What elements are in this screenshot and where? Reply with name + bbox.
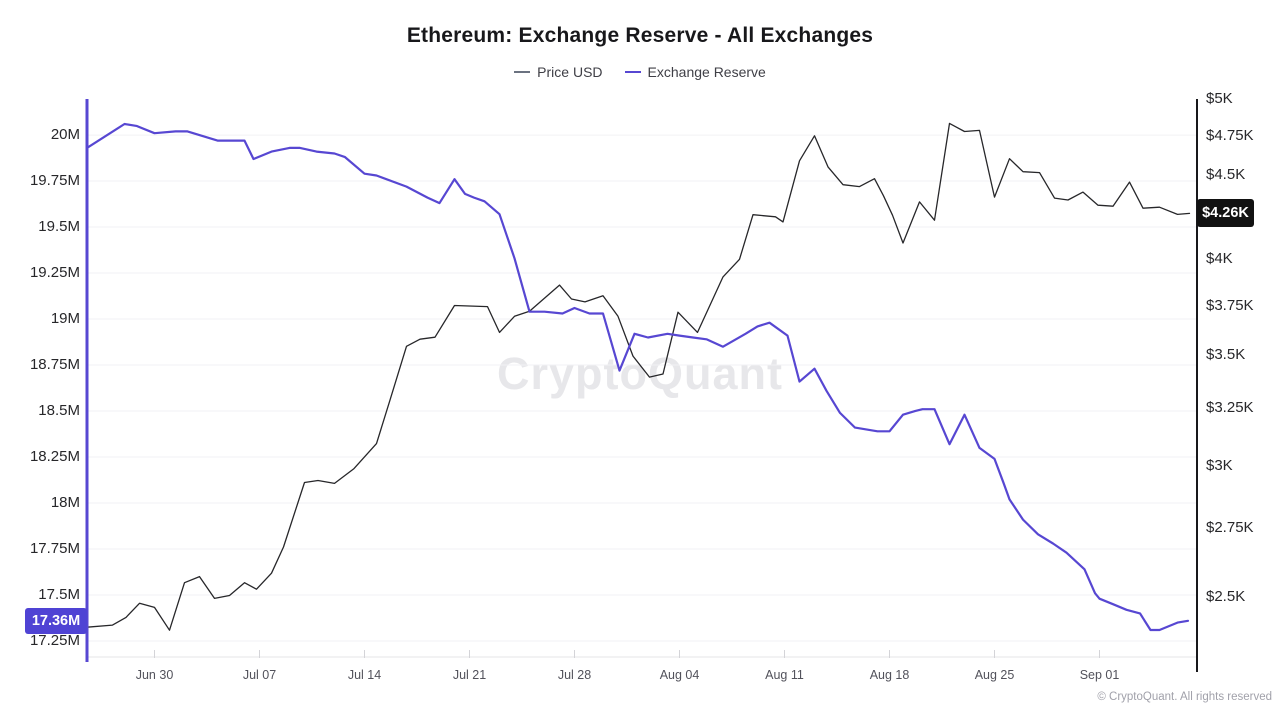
copyright-notice: © CryptoQuant. All rights reserved (1097, 691, 1272, 703)
x-axis-tick-label: Jul 28 (557, 668, 592, 682)
chart-legend: Price USD Exchange Reserve (0, 64, 1280, 80)
left-axis-tick-label: 17.5M (38, 586, 80, 604)
exchange-reserve-line[interactable] (85, 122, 1190, 632)
right-axis-tick-label: $4.75K (1206, 126, 1254, 144)
left-axis-tick-label: 19M (50, 310, 80, 328)
left-axis-tick-label: 19.25M (29, 264, 80, 282)
right-axis-tick-label: $3K (1206, 456, 1233, 474)
right-axis-tick-label: $3.25K (1206, 399, 1254, 417)
x-axis-tick-label: Jul 21 (452, 668, 487, 682)
x-axis-tick-label: Jul 07 (242, 668, 277, 682)
legend-item-exchange-reserve[interactable]: Exchange Reserve (624, 64, 766, 80)
price-usd-line[interactable] (86, 122, 1191, 631)
legend-item-price[interactable]: Price USD (514, 64, 603, 80)
legend-label-price: Price USD (537, 64, 603, 80)
x-axis-tick-label: Aug 11 (765, 668, 804, 682)
right-axis-tick-label: $4.5K (1206, 165, 1246, 183)
left-axis-tick-label: 18.25M (29, 448, 80, 466)
left-axis-tick-label: 17.25M (29, 632, 80, 650)
price-current-value-badge: $4.26K (1197, 199, 1254, 228)
left-axis-tick-label: 20M (50, 126, 80, 144)
x-axis-tick-label: Aug 18 (869, 668, 910, 682)
legend-label-exchange-reserve: Exchange Reserve (647, 64, 766, 80)
x-axis-tick-label: Aug 25 (974, 668, 1015, 682)
x-axis-tick-label: Aug 04 (659, 668, 700, 682)
x-axis-tick-label: Sep 01 (1079, 668, 1120, 682)
left-axis-tick-label: 18.5M (38, 402, 80, 420)
right-axis-tick-label: $2.5K (1206, 587, 1246, 605)
left-axis-tick-label: 18M (50, 494, 80, 512)
left-axis-tick-label: 17.75M (29, 540, 80, 558)
reserve-line-swatch-icon (624, 71, 641, 73)
right-axis-tick-label: $4K (1206, 250, 1233, 268)
price-line-swatch-icon (514, 71, 531, 73)
right-axis-tick-label: $2.75K (1206, 519, 1254, 537)
reserve-current-value-badge: 17.36M (25, 607, 87, 634)
x-axis-tick-label: Jul 14 (347, 668, 382, 682)
right-axis-tick-label: $3.5K (1206, 346, 1246, 364)
chart-title: Ethereum: Exchange Reserve - All Exchang… (406, 24, 874, 47)
x-axis-tick-label: Jun 30 (135, 668, 174, 682)
left-axis-tick-label: 18.75M (29, 356, 80, 374)
left-axis-tick-label: 19.75M (29, 172, 80, 190)
right-axis-tick-label: $3.75K (1206, 296, 1254, 314)
right-axis-tick-label: $5K (1206, 90, 1233, 107)
left-axis-tick-label: 19.5M (38, 218, 80, 236)
